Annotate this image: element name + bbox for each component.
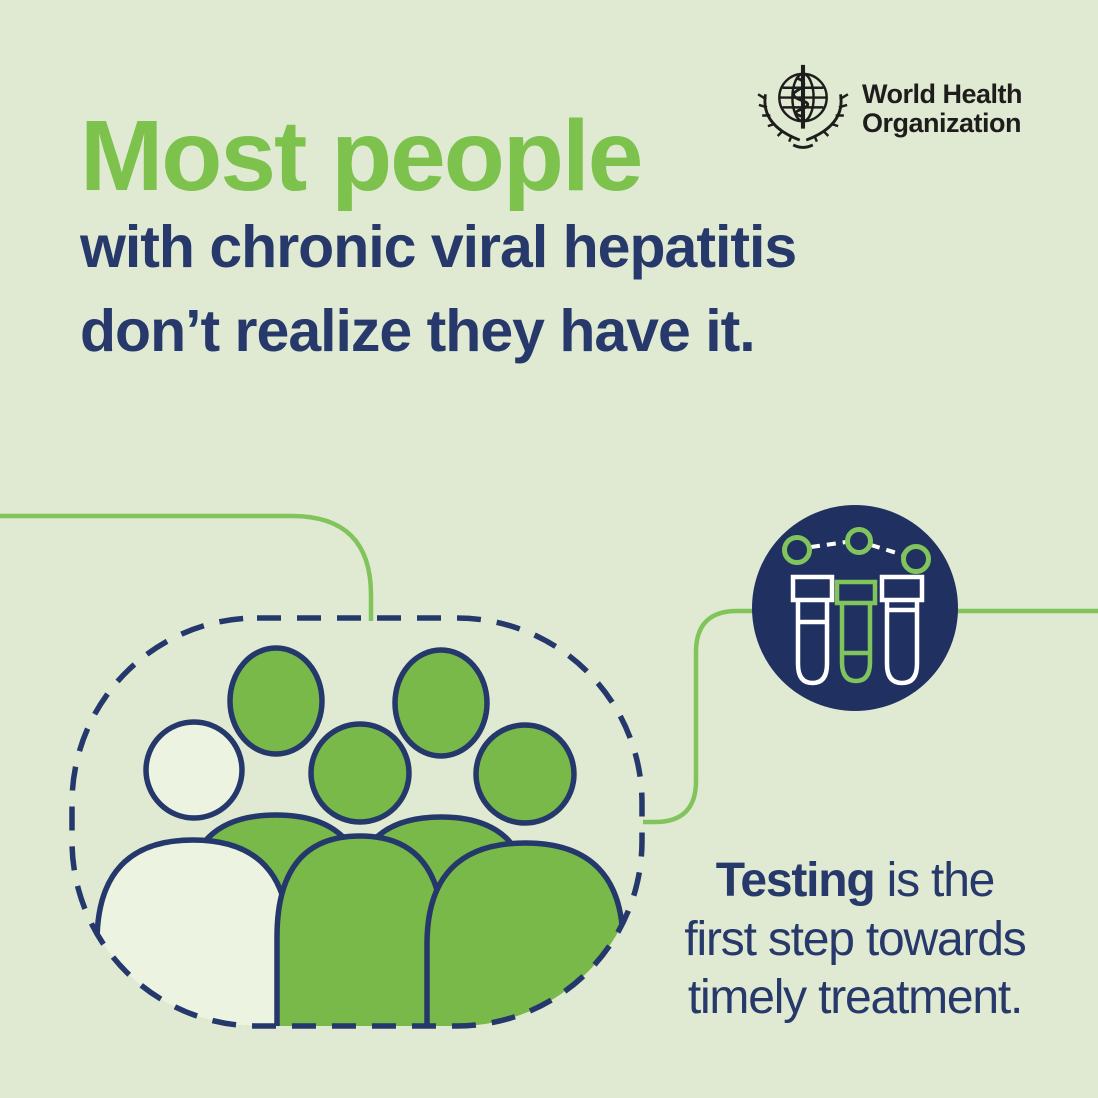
test-tube-middle-icon bbox=[834, 579, 878, 684]
caption-line2: first step towards bbox=[684, 912, 1026, 966]
trend-dots-icon bbox=[782, 527, 931, 574]
caption-lead-bold: Testing bbox=[715, 854, 876, 907]
headline-highlight: Most people bbox=[80, 100, 643, 212]
dashed-group-outline bbox=[69, 615, 645, 1029]
who-logo-text-line2: Organization bbox=[862, 108, 1022, 138]
caption-line1-rest: is the bbox=[874, 854, 996, 907]
test-tube-left-icon bbox=[790, 574, 835, 686]
who-logo-text: World Health Organization bbox=[862, 79, 1023, 138]
connector-line-left bbox=[0, 513, 374, 621]
connector-line-right bbox=[643, 608, 1098, 825]
testing-icon-circle bbox=[752, 505, 958, 711]
person-figure bbox=[274, 721, 446, 1026]
caption-line3: timely treatment. bbox=[687, 971, 1024, 1025]
person-figure bbox=[424, 722, 626, 1026]
people-group-illustration bbox=[94, 645, 626, 1026]
test-tube-right-icon bbox=[879, 574, 925, 686]
headline: Most people with chronic viral hepatitis… bbox=[80, 106, 980, 374]
test-tubes-icon bbox=[752, 505, 958, 711]
caption: Testing is the first step towards timely… bbox=[625, 852, 1085, 1028]
headline-line2: with chronic viral hepatitis bbox=[80, 214, 797, 280]
person-figure-undiagnosed bbox=[94, 719, 292, 1026]
caption-line1: Testing is the bbox=[625, 852, 1085, 911]
who-emblem-icon bbox=[757, 64, 849, 149]
headline-line3: don’t realize they have it. bbox=[80, 297, 756, 364]
who-logo: World Health Organization bbox=[754, 60, 1023, 158]
who-logo-text-line1: World Health bbox=[862, 79, 1023, 110]
